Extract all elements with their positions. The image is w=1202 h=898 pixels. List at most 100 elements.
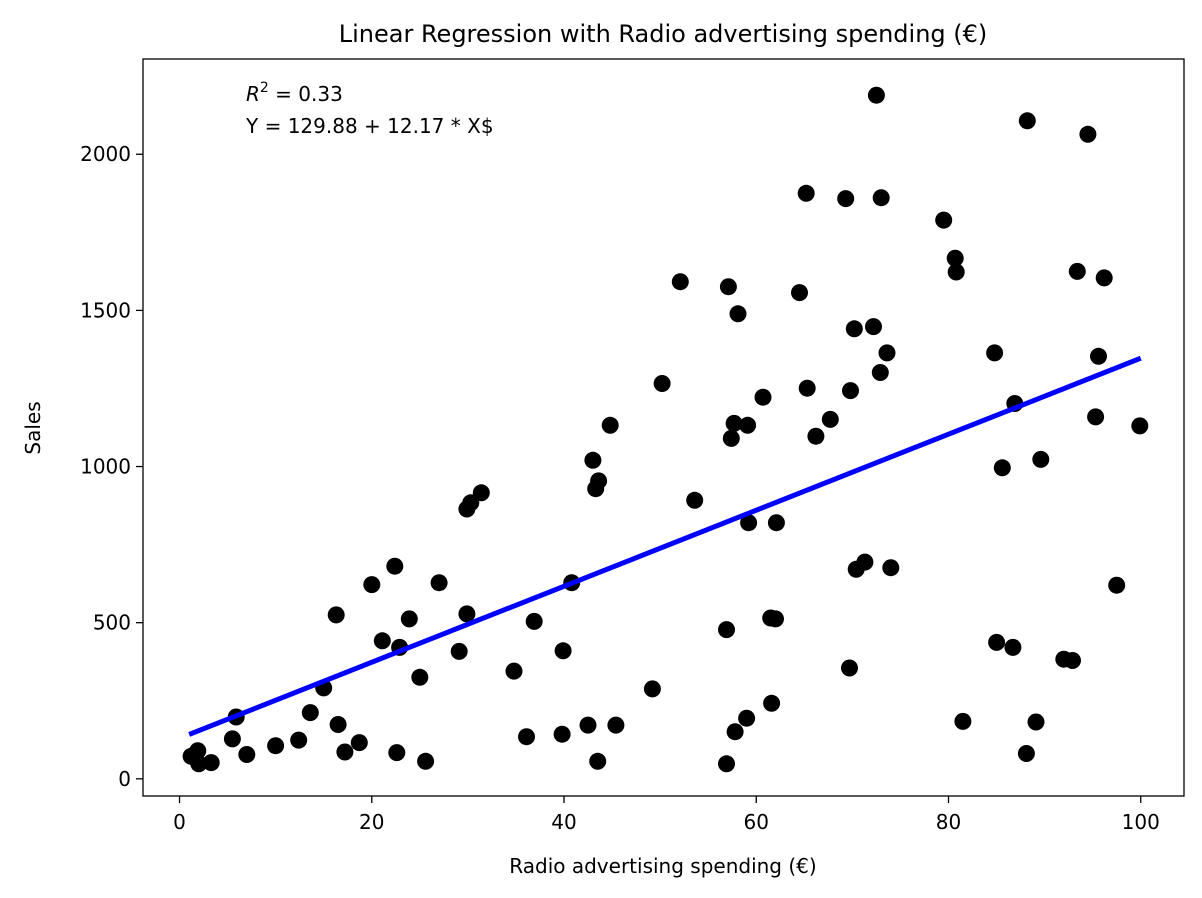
data-point xyxy=(1068,262,1086,280)
data-point xyxy=(584,451,602,469)
data-point xyxy=(856,553,874,571)
data-point xyxy=(767,610,784,628)
data-point xyxy=(505,662,523,680)
data-point xyxy=(525,612,543,630)
data-point xyxy=(1087,408,1105,426)
data-point xyxy=(301,704,319,722)
r-squared-symbol: R xyxy=(246,82,260,106)
data-point xyxy=(472,484,490,502)
data-point xyxy=(807,427,825,445)
data-point xyxy=(986,344,1004,362)
y-tick-label: 1000 xyxy=(80,455,131,479)
data-point xyxy=(607,716,625,734)
x-tick-label: 100 xyxy=(1122,810,1160,834)
data-point xyxy=(589,752,607,770)
data-point xyxy=(842,382,859,400)
data-point xyxy=(411,668,429,686)
data-point xyxy=(202,754,220,772)
data-point xyxy=(336,743,354,761)
data-point xyxy=(601,416,619,434)
r-squared-value: = 0.33 xyxy=(269,82,343,106)
data-point xyxy=(190,755,208,773)
data-point xyxy=(686,491,704,509)
data-point xyxy=(882,559,900,577)
data-point xyxy=(373,632,391,650)
data-point xyxy=(763,694,781,712)
data-point xyxy=(935,211,953,229)
data-point xyxy=(754,388,772,406)
data-point xyxy=(238,746,256,763)
data-point xyxy=(722,429,740,447)
data-point xyxy=(738,709,756,727)
data-point xyxy=(718,755,735,773)
data-point xyxy=(1027,713,1045,731)
y-tick-label: 2000 xyxy=(80,142,131,166)
data-point xyxy=(363,576,381,594)
data-point xyxy=(518,728,535,746)
data-point xyxy=(946,249,964,267)
data-point xyxy=(841,659,858,677)
data-point xyxy=(1004,638,1022,656)
data-point xyxy=(1032,450,1050,468)
data-point xyxy=(845,320,863,338)
axes-frame xyxy=(142,58,1185,797)
data-point xyxy=(993,459,1011,477)
data-point xyxy=(189,742,207,760)
y-axis-ticks: 0 500 1000 1500 2000 xyxy=(80,142,143,791)
chart-title: Linear Regression with Radio advertising… xyxy=(339,20,988,48)
data-point xyxy=(671,273,689,291)
data-point xyxy=(1095,269,1113,287)
data-point xyxy=(327,606,345,624)
data-point xyxy=(1079,125,1097,143)
data-point xyxy=(553,725,571,743)
data-point xyxy=(430,574,448,592)
data-point xyxy=(878,344,896,362)
data-point xyxy=(767,514,785,532)
data-point xyxy=(1017,745,1035,762)
data-point xyxy=(388,744,406,762)
data-point xyxy=(267,737,285,755)
data-point xyxy=(1108,576,1126,594)
data-point xyxy=(791,284,808,302)
data-point xyxy=(726,723,744,741)
data-point xyxy=(653,375,671,392)
data-point xyxy=(1090,347,1107,365)
y-tick-label: 0 xyxy=(118,767,131,791)
data-point xyxy=(871,364,889,381)
data-point xyxy=(386,557,404,575)
data-point xyxy=(798,379,816,397)
data-point xyxy=(290,731,308,749)
y-tick-label: 500 xyxy=(93,611,131,635)
data-point xyxy=(350,734,368,752)
data-point xyxy=(417,752,435,770)
data-point xyxy=(988,633,1006,651)
y-axis-label: Sales xyxy=(21,401,45,454)
x-axis-ticks: 0 20 40 60 80 100 xyxy=(173,796,1160,834)
x-tick-label: 40 xyxy=(551,810,576,834)
data-point xyxy=(579,716,597,734)
r-squared-superscript: 2 xyxy=(260,80,269,96)
data-point xyxy=(729,305,747,323)
regression-equation: Y = 129.88 + 12.17 * X$ xyxy=(245,114,494,138)
data-point xyxy=(1131,417,1149,435)
data-point xyxy=(821,410,839,428)
data-point xyxy=(725,414,743,432)
data-point xyxy=(450,642,468,660)
data-point xyxy=(400,610,418,628)
data-point xyxy=(740,514,758,532)
r-squared-annotation: R2 = 0.33 xyxy=(246,80,343,106)
data-point xyxy=(954,712,972,730)
x-tick-label: 20 xyxy=(359,810,384,834)
data-point xyxy=(590,472,608,490)
x-tick-label: 0 xyxy=(173,810,186,834)
data-point xyxy=(797,184,815,202)
regression-line-group xyxy=(188,355,1142,737)
data-point xyxy=(554,642,572,660)
y-tick-label: 1500 xyxy=(80,298,131,322)
data-point xyxy=(947,263,965,281)
data-point xyxy=(867,86,885,104)
x-axis-label: Radio advertising spending (€) xyxy=(509,854,816,878)
data-point xyxy=(739,416,757,434)
data-point xyxy=(1064,652,1081,669)
